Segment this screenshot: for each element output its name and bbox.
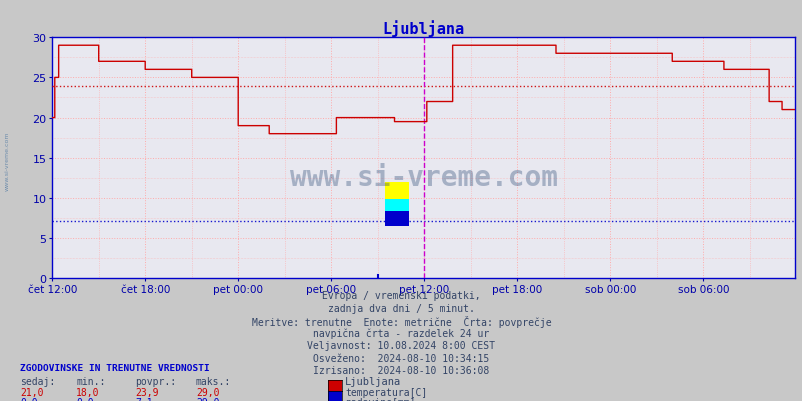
Text: Izrisano:  2024-08-10 10:36:08: Izrisano: 2024-08-10 10:36:08 bbox=[313, 365, 489, 375]
Text: 18,0: 18,0 bbox=[76, 387, 99, 397]
Text: navpična črta - razdelek 24 ur: navpična črta - razdelek 24 ur bbox=[313, 328, 489, 338]
Text: temperatura[C]: temperatura[C] bbox=[345, 387, 427, 397]
Text: Evropa / vremenski podatki,: Evropa / vremenski podatki, bbox=[322, 291, 480, 301]
Text: 29,0: 29,0 bbox=[196, 387, 219, 397]
Text: maks.:: maks.: bbox=[196, 376, 231, 386]
Text: min.:: min.: bbox=[76, 376, 106, 386]
Text: zadnja dva dni / 5 minut.: zadnja dva dni / 5 minut. bbox=[328, 303, 474, 313]
Text: 21,0: 21,0 bbox=[20, 387, 43, 397]
Text: Veljavnost: 10.08.2024 8:00 CEST: Veljavnost: 10.08.2024 8:00 CEST bbox=[307, 340, 495, 350]
Text: www.si-vreme.com: www.si-vreme.com bbox=[290, 164, 557, 192]
Text: 0,0: 0,0 bbox=[76, 397, 94, 401]
Bar bbox=[385, 212, 408, 227]
Text: Meritve: trenutne  Enote: metrične  Črta: povprečje: Meritve: trenutne Enote: metrične Črta: … bbox=[251, 316, 551, 328]
Bar bbox=[385, 199, 408, 212]
Text: 23,9: 23,9 bbox=[135, 387, 158, 397]
Text: sedaj:: sedaj: bbox=[20, 376, 55, 386]
Text: 0,0: 0,0 bbox=[20, 397, 38, 401]
Text: 7,1: 7,1 bbox=[135, 397, 152, 401]
Text: www.si-vreme.com: www.si-vreme.com bbox=[5, 131, 10, 190]
Bar bbox=[385, 182, 408, 199]
Title: Ljubljana: Ljubljana bbox=[382, 20, 464, 37]
Text: povpr.:: povpr.: bbox=[135, 376, 176, 386]
Text: ZGODOVINSKE IN TRENUTNE VREDNOSTI: ZGODOVINSKE IN TRENUTNE VREDNOSTI bbox=[20, 363, 209, 372]
Text: Osveženo:  2024-08-10 10:34:15: Osveženo: 2024-08-10 10:34:15 bbox=[313, 353, 489, 363]
Text: 29,0: 29,0 bbox=[196, 397, 219, 401]
Text: Ljubljana: Ljubljana bbox=[345, 376, 401, 386]
Text: padavine[mm]: padavine[mm] bbox=[345, 397, 415, 401]
